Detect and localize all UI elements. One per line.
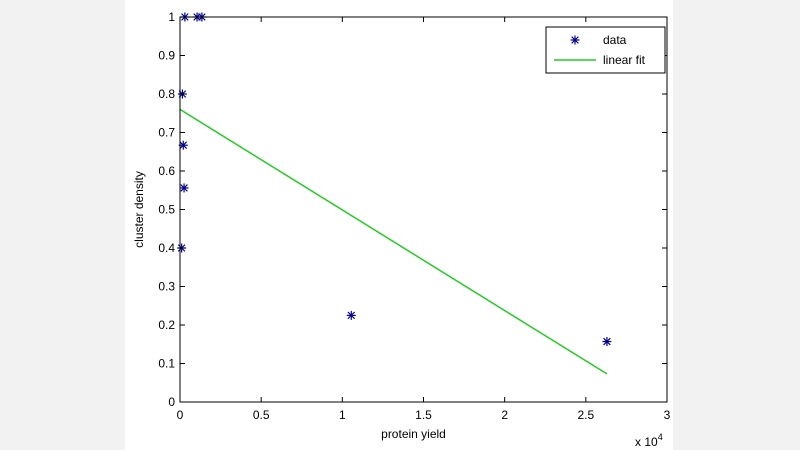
y-tick-label: 0.9 [158, 49, 175, 63]
legend-star-marker [570, 35, 580, 45]
y-tick-label: 0.4 [158, 241, 175, 255]
y-tick-label: 1 [168, 10, 175, 24]
y-tick-label: 0.3 [158, 280, 175, 294]
x-tick-label: 1 [339, 408, 346, 422]
y-tick-label: 0.8 [158, 87, 175, 101]
legend-label: data [603, 33, 627, 47]
x-tick-label: 2.5 [577, 408, 594, 422]
legend: data linear fit [545, 26, 666, 74]
scatter-chart: 0 0.5 1 1.5 2 2.5 3 0 0.1 0.2 0.3 0.4 0.5 0.6 0.7 0.8 0.… [132, 10, 671, 449]
plot-area [180, 17, 667, 402]
x-tick-label: 2 [501, 408, 508, 422]
y-tick-label: 0.2 [158, 318, 175, 332]
y-axis-label: cluster density [132, 171, 146, 248]
y-tick-label: 0.6 [158, 164, 175, 178]
x-tick-label: 0.5 [253, 408, 270, 422]
legend-label: linear fit [603, 53, 646, 67]
x-tick-label: 1.5 [415, 408, 432, 422]
y-tick-label: 0.7 [158, 126, 175, 140]
y-tick-label: 0.1 [158, 357, 175, 371]
x-tick-label: 3 [664, 408, 671, 422]
x-axis-multiplier: x 104 [635, 432, 663, 449]
x-tick-label: 0 [177, 408, 184, 422]
x-axis-label: protein yield [381, 427, 446, 441]
data-point [346, 310, 356, 320]
data-point [179, 183, 189, 193]
data-point [602, 337, 612, 347]
linear-fit-line [179, 108, 608, 375]
y-tick-label: 0.5 [158, 203, 175, 217]
figure-window: 0 0.5 1 1.5 2 2.5 3 0 0.1 0.2 0.3 0.4 0.5 0.6 0.7 0.8 0.… [125, 0, 673, 450]
y-tick-label: 0 [168, 395, 175, 409]
